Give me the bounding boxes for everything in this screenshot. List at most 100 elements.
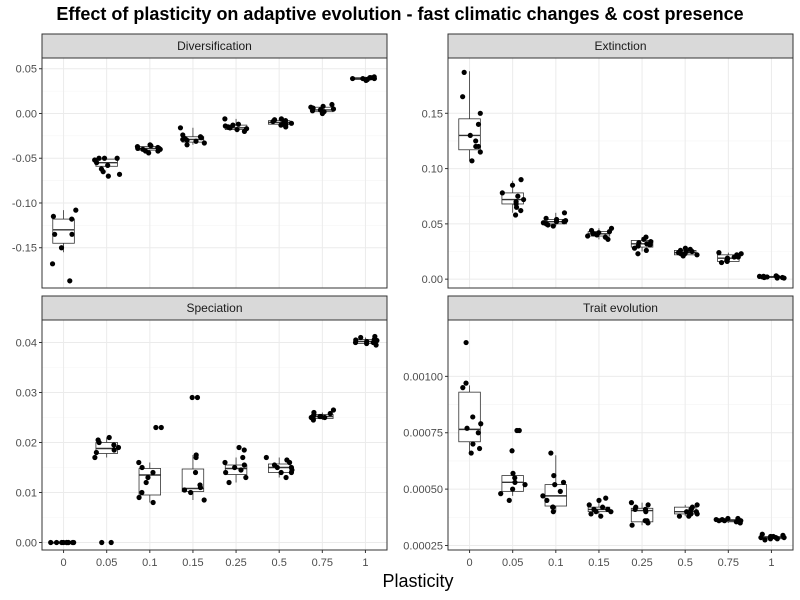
- data-point: [464, 425, 470, 431]
- data-point: [106, 434, 112, 441]
- data-point: [738, 251, 744, 257]
- data-point: [518, 177, 524, 183]
- x-tick-label: 0.75: [718, 557, 739, 569]
- facet-strip-label: Extinction: [594, 39, 646, 53]
- data-point: [718, 259, 725, 266]
- data-point: [147, 142, 153, 148]
- data-point: [197, 134, 204, 140]
- data-point: [201, 497, 207, 503]
- data-point: [52, 231, 58, 237]
- data-point: [263, 454, 269, 461]
- data-point: [311, 409, 317, 416]
- data-point: [134, 143, 141, 150]
- data-point: [271, 117, 278, 123]
- data-point: [232, 464, 238, 471]
- data-point: [58, 245, 65, 251]
- facet-strip-label: Trait evolution: [583, 301, 658, 315]
- data-point: [150, 499, 156, 506]
- data-point: [49, 261, 56, 267]
- x-tick-label: 1: [362, 557, 368, 569]
- data-point: [475, 121, 482, 127]
- data-point: [193, 452, 199, 458]
- data-point: [688, 506, 694, 513]
- data-point: [327, 410, 333, 417]
- data-point: [544, 497, 550, 503]
- data-point: [515, 193, 521, 199]
- data-point: [602, 234, 608, 240]
- data-point: [475, 143, 482, 150]
- data-point: [642, 518, 648, 524]
- y-tick-label: 0.04: [16, 338, 37, 350]
- x-tick-label: 0.1: [548, 557, 563, 569]
- data-point: [477, 110, 483, 116]
- data-point: [197, 482, 203, 488]
- data-point: [105, 162, 111, 168]
- data-point: [283, 474, 289, 481]
- y-tick-label: 0.03: [16, 388, 37, 400]
- data-point: [586, 502, 592, 508]
- data-point: [364, 76, 370, 83]
- x-tick-label: 0.25: [631, 557, 652, 569]
- data-point: [514, 427, 520, 434]
- data-point: [73, 207, 79, 213]
- data-point: [633, 504, 639, 510]
- data-point: [552, 482, 558, 488]
- data-point: [591, 506, 597, 513]
- y-tick-label: 0.10: [422, 164, 443, 176]
- x-tick-label: 0.15: [588, 557, 609, 569]
- y-tick-label: 0.02: [16, 438, 37, 450]
- facet-strip-label: Diversification: [177, 39, 252, 53]
- data-point: [560, 479, 567, 485]
- data-point: [629, 522, 635, 528]
- data-point: [177, 125, 184, 131]
- data-point: [308, 104, 314, 110]
- data-point: [188, 489, 194, 496]
- x-tick-label: 0.05: [96, 557, 117, 569]
- data-point: [139, 464, 145, 471]
- data-point: [510, 470, 516, 476]
- y-tick-label: 0.15: [422, 108, 443, 120]
- data-point: [756, 273, 763, 279]
- data-point: [736, 519, 743, 525]
- box-0: [52, 210, 75, 253]
- y-tick-label: -0.05: [12, 153, 37, 165]
- data-point: [512, 479, 518, 485]
- box-body: [501, 192, 524, 205]
- data-point: [69, 231, 75, 237]
- data-point: [145, 474, 151, 481]
- panel-border: [41, 319, 388, 551]
- data-point: [67, 278, 73, 284]
- data-point: [108, 539, 114, 546]
- data-point: [318, 413, 324, 420]
- y-tick-label: 0.00: [422, 274, 443, 286]
- data-point: [236, 444, 242, 451]
- x-tick-label: 0.1: [142, 557, 157, 569]
- data-point: [636, 240, 642, 246]
- chart-title: Effect of plasticity on adaptive evoluti…: [56, 4, 744, 24]
- data-point: [99, 539, 105, 546]
- data-point: [596, 230, 602, 236]
- data-point: [180, 132, 186, 138]
- data-point: [762, 537, 768, 543]
- data-point: [470, 441, 476, 447]
- panel-border: [447, 319, 794, 551]
- data-point: [284, 457, 290, 463]
- y-tick-label: 0.05: [16, 64, 37, 76]
- x-tick-label: 0: [467, 557, 473, 569]
- data-point: [694, 502, 700, 508]
- data-point: [241, 462, 247, 468]
- data-point: [512, 475, 518, 481]
- data-point: [278, 469, 284, 476]
- data-point: [101, 155, 108, 161]
- data-point: [599, 504, 606, 510]
- panel-background: [448, 320, 793, 550]
- data-point: [694, 511, 700, 517]
- data-point: [59, 539, 65, 546]
- data-point: [548, 450, 554, 456]
- data-point: [222, 123, 228, 129]
- x-tick-label: 1: [768, 557, 774, 569]
- x-axis-title: Plasticity: [382, 571, 454, 591]
- data-point: [561, 219, 567, 225]
- data-point: [550, 509, 556, 515]
- data-point: [194, 394, 201, 401]
